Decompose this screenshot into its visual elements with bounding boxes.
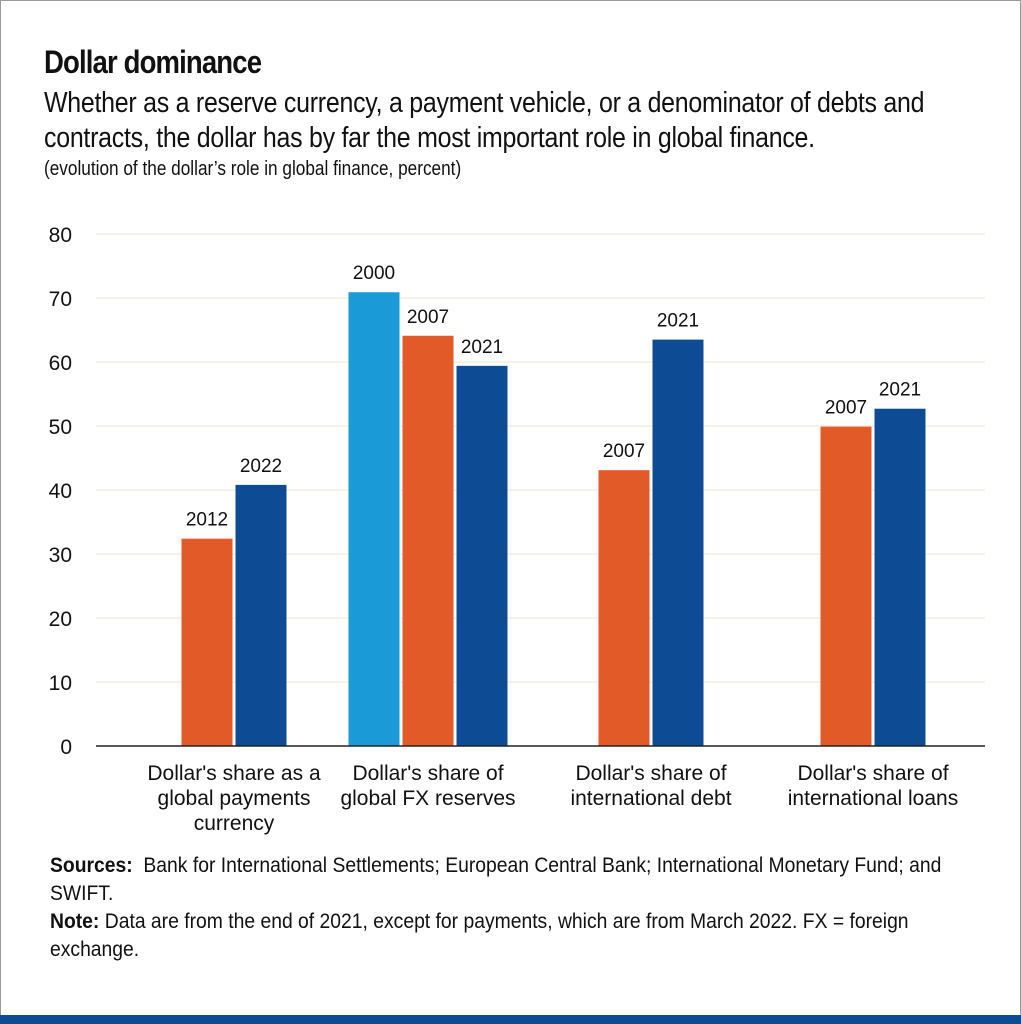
note-label: Note: (50, 910, 100, 933)
bar-year-label: 2007 (825, 398, 867, 419)
x-category-label: global FX reserves (340, 787, 515, 810)
y-tick-label: 60 (49, 352, 72, 375)
bar-year-label: 2007 (603, 441, 645, 462)
bar-2021 (874, 408, 926, 746)
chart-title: Dollar dominance (44, 44, 262, 80)
y-tick-label: 50 (49, 416, 72, 439)
bar-year-label: 2021 (461, 337, 503, 358)
x-category-label: global payments (158, 787, 311, 810)
x-category-label: Dollar's share of (352, 762, 503, 785)
y-tick-label: 0 (60, 736, 72, 759)
bar-year-label: 2007 (407, 307, 449, 328)
bar-year-label: 2000 (353, 263, 395, 284)
note-text: Data are from the end of 2021, except fo… (50, 910, 909, 961)
x-category-label: international debt (570, 787, 731, 810)
y-tick-label: 70 (49, 288, 72, 311)
bar-chart: 0 10 20 30 40 50 60 70 80 2012 2022 Dollar's share … (49, 224, 985, 835)
bar-2007 (402, 335, 454, 746)
bar-year-label: 2021 (657, 311, 699, 332)
chart-footer: Sources: Bank for International Settleme… (50, 852, 970, 964)
sources-text: Bank for International Settlements; Euro… (50, 854, 942, 905)
bar-2022 (235, 484, 287, 746)
bar-2000 (348, 292, 400, 746)
note-line: Note: Data are from the end of 2021, exc… (50, 908, 970, 964)
chart-subtitle: Whether as a reserve currency, a payment… (44, 87, 925, 154)
x-category-label: Dollar's share as a (147, 762, 321, 785)
unit-note: (evolution of the dollar’s role in globa… (44, 158, 462, 180)
bar-year-label: 2012 (186, 510, 228, 531)
bar-2021 (456, 365, 508, 746)
bar-2007 (820, 426, 872, 746)
x-category-label: Dollar's share of (797, 762, 948, 785)
bar-year-label: 2021 (879, 380, 921, 401)
sources-line: Sources: Bank for International Settleme… (50, 852, 970, 908)
bar-2012 (181, 538, 233, 746)
x-category-label: international loans (788, 787, 958, 810)
y-tick-label: 40 (49, 480, 72, 503)
bar-2007 (598, 470, 650, 746)
x-category-label: currency (194, 812, 275, 835)
x-category-label: Dollar's share of (575, 762, 726, 785)
y-tick-label: 80 (49, 224, 72, 247)
bottom-accent-bar (0, 1015, 1021, 1024)
y-tick-label: 30 (49, 544, 72, 567)
y-tick-label: 10 (49, 672, 72, 695)
sources-label: Sources: (50, 854, 133, 877)
bar-year-label: 2022 (240, 456, 282, 477)
y-tick-label: 20 (49, 608, 72, 631)
bar-2021 (652, 339, 704, 746)
